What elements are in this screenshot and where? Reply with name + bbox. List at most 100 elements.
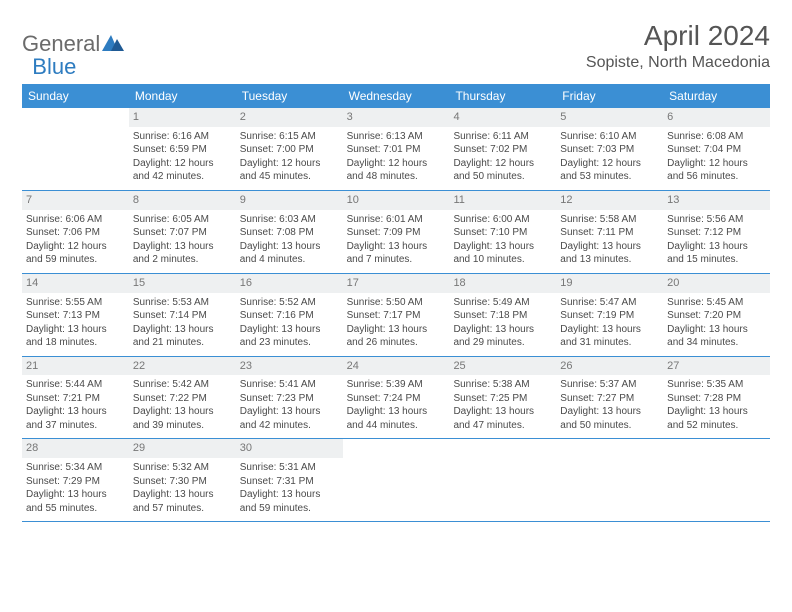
day-cell: 22Sunrise: 5:42 AMSunset: 7:22 PMDayligh… bbox=[129, 357, 236, 439]
day-number: 12 bbox=[556, 191, 663, 210]
day-daylight2: and 37 minutes. bbox=[26, 419, 125, 433]
day-daylight1: Daylight: 13 hours bbox=[240, 488, 339, 502]
day-number: 9 bbox=[236, 191, 343, 210]
day-daylight2: and 10 minutes. bbox=[453, 253, 552, 267]
day-sunset: Sunset: 7:02 PM bbox=[453, 143, 552, 157]
day-sunrise: Sunrise: 6:06 AM bbox=[26, 213, 125, 227]
day-number: 24 bbox=[343, 357, 450, 376]
day-daylight2: and 7 minutes. bbox=[347, 253, 446, 267]
day-daylight2: and 52 minutes. bbox=[667, 419, 766, 433]
day-daylight1: Daylight: 13 hours bbox=[453, 405, 552, 419]
day-daylight1: Daylight: 13 hours bbox=[347, 323, 446, 337]
day-daylight2: and 42 minutes. bbox=[133, 170, 232, 184]
day-cell: 20Sunrise: 5:45 AMSunset: 7:20 PMDayligh… bbox=[663, 274, 770, 356]
day-daylight1: Daylight: 13 hours bbox=[26, 488, 125, 502]
day-sunrise: Sunrise: 5:55 AM bbox=[26, 296, 125, 310]
day-number: 18 bbox=[449, 274, 556, 293]
day-daylight1: Daylight: 13 hours bbox=[667, 405, 766, 419]
day-cell: 23Sunrise: 5:41 AMSunset: 7:23 PMDayligh… bbox=[236, 357, 343, 439]
day-sunset: Sunset: 7:31 PM bbox=[240, 475, 339, 489]
day-cell: 13Sunrise: 5:56 AMSunset: 7:12 PMDayligh… bbox=[663, 191, 770, 273]
day-number: 2 bbox=[236, 108, 343, 127]
day-daylight1: Daylight: 13 hours bbox=[26, 405, 125, 419]
day-daylight1: Daylight: 12 hours bbox=[453, 157, 552, 171]
day-daylight2: and 34 minutes. bbox=[667, 336, 766, 350]
day-sunset: Sunset: 7:27 PM bbox=[560, 392, 659, 406]
day-daylight2: and 26 minutes. bbox=[347, 336, 446, 350]
day-sunset: Sunset: 7:21 PM bbox=[26, 392, 125, 406]
day-number: 5 bbox=[556, 108, 663, 127]
day-number: 29 bbox=[129, 439, 236, 458]
day-cell: 17Sunrise: 5:50 AMSunset: 7:17 PMDayligh… bbox=[343, 274, 450, 356]
day-sunrise: Sunrise: 5:41 AM bbox=[240, 378, 339, 392]
day-sunset: Sunset: 7:13 PM bbox=[26, 309, 125, 323]
day-number: 23 bbox=[236, 357, 343, 376]
day-daylight1: Daylight: 13 hours bbox=[26, 323, 125, 337]
day-sunrise: Sunrise: 6:13 AM bbox=[347, 130, 446, 144]
day-cell: 26Sunrise: 5:37 AMSunset: 7:27 PMDayligh… bbox=[556, 357, 663, 439]
day-cell: 24Sunrise: 5:39 AMSunset: 7:24 PMDayligh… bbox=[343, 357, 450, 439]
day-sunrise: Sunrise: 6:16 AM bbox=[133, 130, 232, 144]
day-daylight2: and 59 minutes. bbox=[240, 502, 339, 516]
day-cell: 19Sunrise: 5:47 AMSunset: 7:19 PMDayligh… bbox=[556, 274, 663, 356]
day-cell bbox=[343, 439, 450, 521]
day-daylight2: and 45 minutes. bbox=[240, 170, 339, 184]
day-sunrise: Sunrise: 5:37 AM bbox=[560, 378, 659, 392]
day-sunset: Sunset: 7:10 PM bbox=[453, 226, 552, 240]
day-sunrise: Sunrise: 6:05 AM bbox=[133, 213, 232, 227]
day-number: 25 bbox=[449, 357, 556, 376]
weeks-container: 1Sunrise: 6:16 AMSunset: 6:59 PMDaylight… bbox=[22, 108, 770, 522]
day-daylight1: Daylight: 13 hours bbox=[133, 323, 232, 337]
day-sunset: Sunset: 7:07 PM bbox=[133, 226, 232, 240]
day-sunrise: Sunrise: 5:38 AM bbox=[453, 378, 552, 392]
day-sunrise: Sunrise: 5:31 AM bbox=[240, 461, 339, 475]
logo-triangle-icon bbox=[102, 33, 124, 56]
day-number: 27 bbox=[663, 357, 770, 376]
day-number: 3 bbox=[343, 108, 450, 127]
location-label: Sopiste, North Macedonia bbox=[586, 54, 770, 72]
calendar: Sunday Monday Tuesday Wednesday Thursday… bbox=[22, 84, 770, 522]
day-daylight2: and 42 minutes. bbox=[240, 419, 339, 433]
day-cell: 3Sunrise: 6:13 AMSunset: 7:01 PMDaylight… bbox=[343, 108, 450, 190]
day-cell: 30Sunrise: 5:31 AMSunset: 7:31 PMDayligh… bbox=[236, 439, 343, 521]
day-daylight1: Daylight: 13 hours bbox=[347, 405, 446, 419]
day-daylight2: and 13 minutes. bbox=[560, 253, 659, 267]
day-number: 4 bbox=[449, 108, 556, 127]
day-number: 19 bbox=[556, 274, 663, 293]
day-number: 22 bbox=[129, 357, 236, 376]
day-sunrise: Sunrise: 5:44 AM bbox=[26, 378, 125, 392]
day-daylight1: Daylight: 12 hours bbox=[240, 157, 339, 171]
day-daylight1: Daylight: 13 hours bbox=[453, 323, 552, 337]
day-daylight2: and 23 minutes. bbox=[240, 336, 339, 350]
day-sunrise: Sunrise: 5:53 AM bbox=[133, 296, 232, 310]
day-sunrise: Sunrise: 5:32 AM bbox=[133, 461, 232, 475]
day-sunset: Sunset: 7:22 PM bbox=[133, 392, 232, 406]
day-sunrise: Sunrise: 6:03 AM bbox=[240, 213, 339, 227]
day-daylight1: Daylight: 13 hours bbox=[453, 240, 552, 254]
header: General Blue April 2024 Sopiste, North M… bbox=[22, 20, 770, 72]
day-cell: 27Sunrise: 5:35 AMSunset: 7:28 PMDayligh… bbox=[663, 357, 770, 439]
day-sunset: Sunset: 7:09 PM bbox=[347, 226, 446, 240]
day-sunset: Sunset: 7:06 PM bbox=[26, 226, 125, 240]
day-number: 15 bbox=[129, 274, 236, 293]
day-daylight1: Daylight: 13 hours bbox=[133, 488, 232, 502]
day-number: 7 bbox=[22, 191, 129, 210]
day-sunrise: Sunrise: 6:01 AM bbox=[347, 213, 446, 227]
day-daylight2: and 39 minutes. bbox=[133, 419, 232, 433]
week-row: 7Sunrise: 6:06 AMSunset: 7:06 PMDaylight… bbox=[22, 191, 770, 274]
logo-text-blue: Blue bbox=[32, 54, 76, 80]
day-cell: 1Sunrise: 6:16 AMSunset: 6:59 PMDaylight… bbox=[129, 108, 236, 190]
day-cell: 14Sunrise: 5:55 AMSunset: 7:13 PMDayligh… bbox=[22, 274, 129, 356]
day-daylight2: and 59 minutes. bbox=[26, 253, 125, 267]
days-of-week-header: Sunday Monday Tuesday Wednesday Thursday… bbox=[22, 84, 770, 108]
day-sunset: Sunset: 7:16 PM bbox=[240, 309, 339, 323]
week-row: 14Sunrise: 5:55 AMSunset: 7:13 PMDayligh… bbox=[22, 274, 770, 357]
day-cell: 12Sunrise: 5:58 AMSunset: 7:11 PMDayligh… bbox=[556, 191, 663, 273]
day-cell: 2Sunrise: 6:15 AMSunset: 7:00 PMDaylight… bbox=[236, 108, 343, 190]
day-daylight1: Daylight: 12 hours bbox=[26, 240, 125, 254]
day-sunrise: Sunrise: 6:11 AM bbox=[453, 130, 552, 144]
day-cell: 5Sunrise: 6:10 AMSunset: 7:03 PMDaylight… bbox=[556, 108, 663, 190]
day-cell: 8Sunrise: 6:05 AMSunset: 7:07 PMDaylight… bbox=[129, 191, 236, 273]
day-number: 20 bbox=[663, 274, 770, 293]
day-daylight1: Daylight: 13 hours bbox=[667, 240, 766, 254]
